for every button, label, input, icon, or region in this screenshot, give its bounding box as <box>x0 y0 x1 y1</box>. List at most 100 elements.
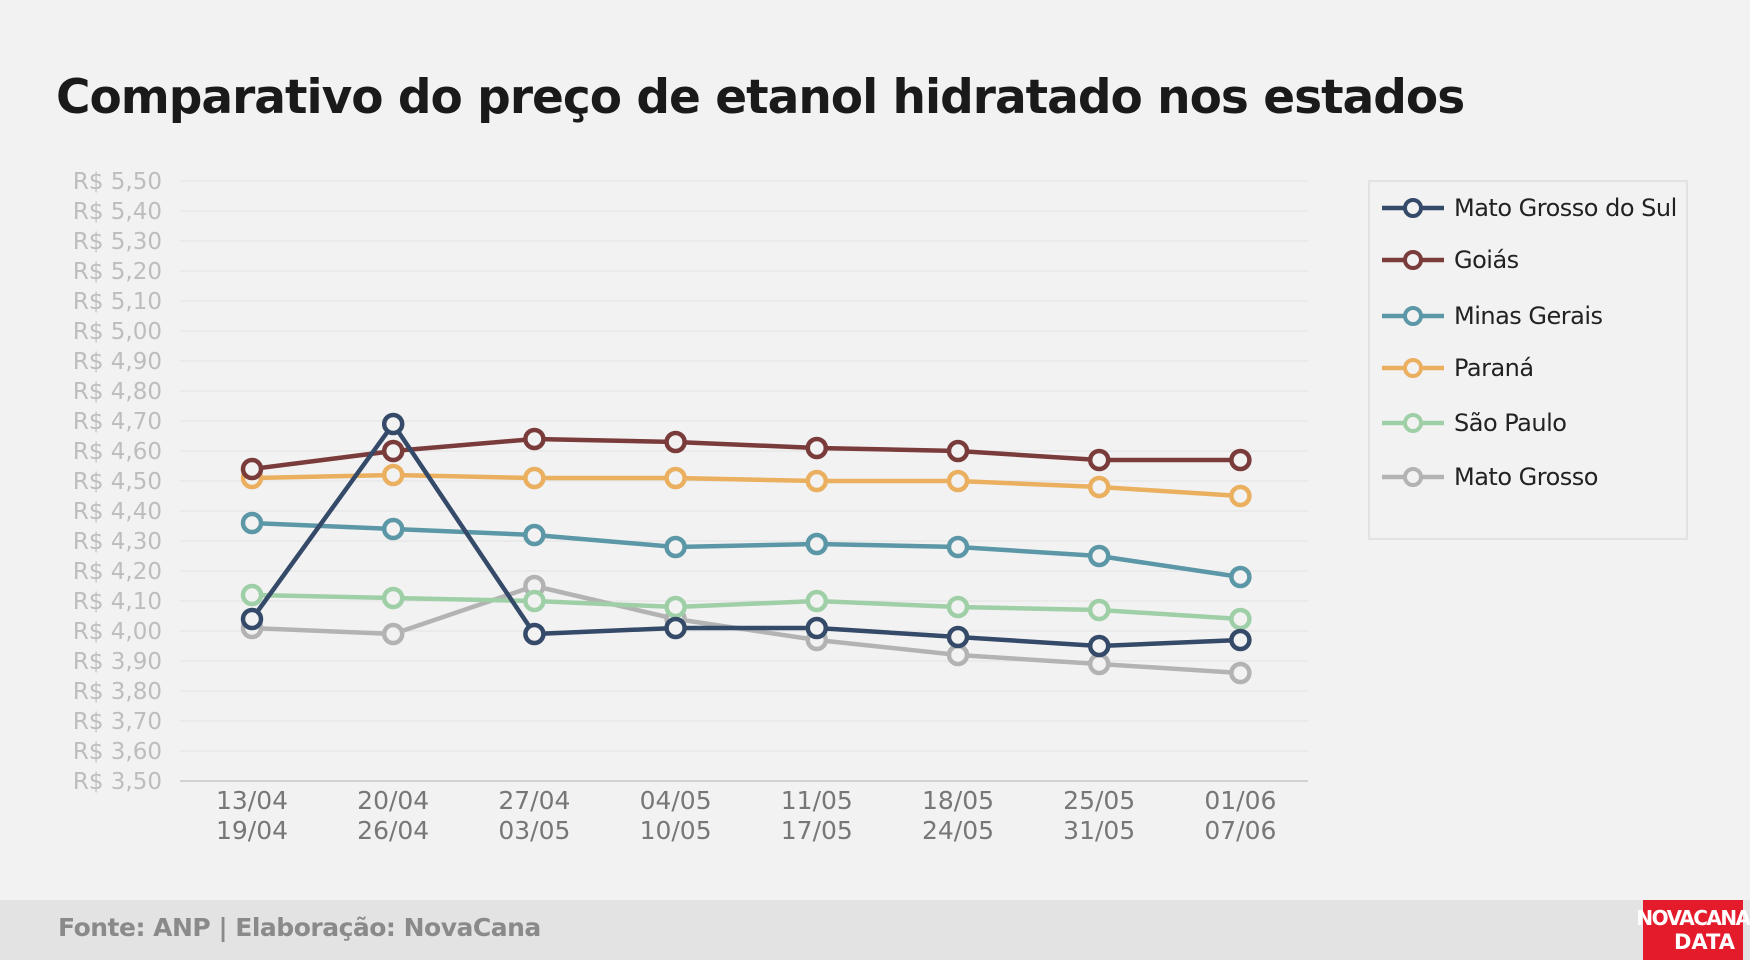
y-tick-label: R$ 4,70 <box>73 409 162 435</box>
data-point <box>1229 565 1252 589</box>
data-point <box>1087 475 1111 499</box>
novacana-data-logo: NOVACANA DATA <box>1636 900 1750 960</box>
data-point <box>664 430 687 454</box>
y-tick-label: R$ 4,50 <box>73 469 162 495</box>
legend-label: Goiás <box>1454 246 1519 274</box>
y-tick-label: R$ 4,10 <box>73 589 162 615</box>
y-tick-label: R$ 4,40 <box>73 499 162 525</box>
legend-label: Mato Grosso do Sul <box>1454 194 1677 222</box>
y-tick-label: R$ 5,20 <box>73 259 162 285</box>
footer: Fonte: ANP | Elaboração: NovaCana NOVACA… <box>0 900 1750 960</box>
data-point <box>381 622 405 646</box>
data-point <box>1229 628 1252 652</box>
y-tick-label: R$ 3,80 <box>73 679 162 705</box>
data-point <box>805 436 829 460</box>
data-point <box>946 469 970 493</box>
data-point <box>381 439 405 463</box>
y-tick-label: R$ 4,90 <box>73 349 162 375</box>
x-tick-label-start: 11/05 <box>781 786 853 815</box>
data-point <box>1087 634 1111 658</box>
data-point <box>523 427 546 451</box>
y-tick-label: R$ 4,20 <box>73 559 162 585</box>
x-tick-label-start: 25/05 <box>1063 786 1135 815</box>
data-point <box>240 457 264 481</box>
series-line <box>250 421 1241 649</box>
data-point <box>240 607 264 631</box>
data-point <box>946 595 970 619</box>
y-tick-label: R$ 5,30 <box>73 229 162 255</box>
series-são-paulo <box>240 583 1252 631</box>
legend-swatch <box>1382 250 1444 270</box>
series-line <box>251 436 1241 472</box>
data-point <box>664 535 687 559</box>
legend-label: Minas Gerais <box>1454 302 1603 330</box>
x-tick-label-end: 10/05 <box>640 816 712 845</box>
x-tick-label-end: 26/04 <box>357 816 429 845</box>
data-point <box>523 589 546 613</box>
series-mato-grosso-do-sul <box>240 412 1252 658</box>
series-line <box>251 592 1241 622</box>
y-tick-label: R$ 3,70 <box>73 709 162 735</box>
data-point <box>805 532 829 556</box>
legend-item: Goiás <box>1380 240 1519 280</box>
legend: Mato Grosso do Sul Goiás Minas Gerais Paran… <box>1368 180 1688 540</box>
y-tick-label: R$ 4,80 <box>73 379 162 405</box>
legend-swatch <box>1382 198 1444 218</box>
data-point <box>1087 598 1111 622</box>
data-point <box>946 535 970 559</box>
data-point <box>946 439 970 463</box>
y-tick-label: R$ 4,00 <box>73 619 162 645</box>
legend-swatch <box>1382 467 1444 487</box>
data-point <box>1229 607 1252 631</box>
legend-item: Mato Grosso do Sul <box>1380 188 1677 228</box>
data-point <box>381 463 405 487</box>
x-tick-label-end: 24/05 <box>922 816 994 845</box>
legend-item: Paraná <box>1380 348 1534 388</box>
legend-label: São Paulo <box>1454 409 1567 437</box>
series-line <box>251 472 1241 499</box>
data-point <box>381 412 405 436</box>
data-point <box>523 466 546 490</box>
x-tick-label-start: 04/05 <box>640 786 712 815</box>
logo-line2: DATA <box>1673 930 1735 954</box>
line-chart: R$ 5,50 R$ 5,40 R$ 5,30 R$ 5,20 R$ 5,10 R$ 5,… <box>73 169 1308 845</box>
y-tick-label: R$ 3,50 <box>73 769 162 795</box>
data-point <box>1087 544 1111 568</box>
y-tick-label: R$ 4,60 <box>73 439 162 465</box>
legend-item: Minas Gerais <box>1380 296 1603 336</box>
y-tick-label: R$ 5,10 <box>73 289 162 315</box>
logo-line1: NOVACANA <box>1636 906 1750 930</box>
data-point <box>805 469 829 493</box>
y-tick-label: R$ 5,00 <box>73 319 162 345</box>
x-tick-label-start: 20/04 <box>357 786 429 815</box>
y-tick-label: R$ 4,30 <box>73 529 162 555</box>
x-tick-label-end: 07/06 <box>1204 816 1276 845</box>
data-point <box>240 511 264 535</box>
x-tick-label-start: 13/04 <box>216 786 288 815</box>
x-tick-label-end: 17/05 <box>781 816 853 845</box>
y-tick-label: R$ 3,60 <box>73 739 162 765</box>
data-point <box>805 616 829 640</box>
data-point <box>664 616 687 640</box>
legend-label: Mato Grosso <box>1454 463 1598 491</box>
y-tick-label: R$ 5,40 <box>73 199 162 225</box>
source-text: Fonte: ANP | Elaboração: NovaCana <box>58 913 541 942</box>
x-tick-label-end: 19/04 <box>216 816 288 845</box>
y-tick-label: R$ 5,50 <box>73 169 162 195</box>
y-axis-ticks: R$ 5,50 R$ 5,40 R$ 5,30 R$ 5,20 R$ 5,10 R$ 5,… <box>73 169 162 795</box>
legend-item: São Paulo <box>1380 403 1567 443</box>
legend-item: Mato Grosso <box>1380 457 1598 497</box>
data-point <box>946 625 970 649</box>
data-point <box>805 589 829 613</box>
data-point <box>1229 661 1252 685</box>
data-point <box>240 583 264 607</box>
x-tick-label-start: 27/04 <box>498 786 570 815</box>
data-point <box>664 466 687 490</box>
data-point <box>381 517 405 541</box>
legend-swatch <box>1382 306 1444 326</box>
data-point <box>1087 448 1111 472</box>
data-point <box>1087 652 1111 676</box>
legend-swatch <box>1382 358 1444 378</box>
y-tick-label: R$ 3,90 <box>73 649 162 675</box>
